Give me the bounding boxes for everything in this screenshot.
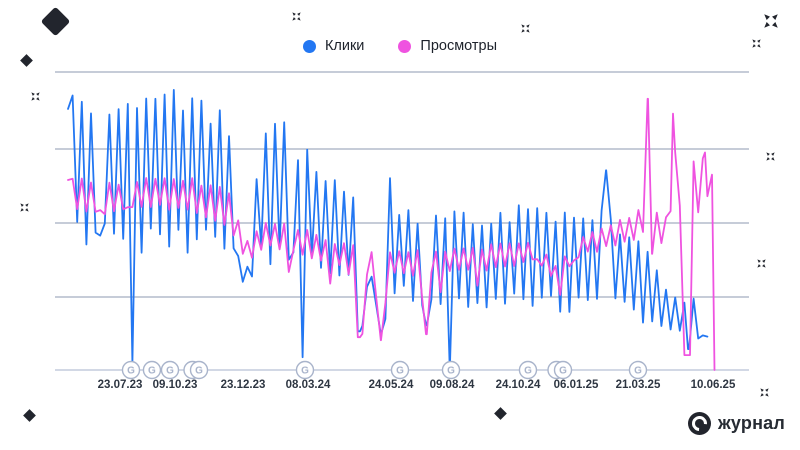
google-update-marker[interactable] xyxy=(142,360,162,380)
clicks-series-dot-icon xyxy=(302,39,316,53)
legend-item-clicks[interactable]: Клики xyxy=(302,38,365,54)
google-g-icon: G xyxy=(634,366,642,377)
x-axis-label: 09.08.24 xyxy=(429,379,475,391)
google-update-marker[interactable] xyxy=(295,360,315,380)
x-axis-label: 24.05.24 xyxy=(368,379,414,391)
google-g-icon: G xyxy=(301,366,309,377)
google-update-marker[interactable] xyxy=(553,360,573,380)
compress-arrows-icon xyxy=(30,91,41,102)
compress-arrows-icon xyxy=(759,387,770,398)
google-g-icon: G xyxy=(127,366,135,377)
google-g-icon: G xyxy=(195,366,203,377)
x-axis-label: 08.03.24 xyxy=(285,379,331,391)
x-axis-label: 09.10.23 xyxy=(152,379,198,391)
x-axis-label: 24.10.24 xyxy=(495,379,541,391)
chart-legend: Клики Просмотры xyxy=(0,38,800,54)
google-update-marker[interactable] xyxy=(189,360,209,380)
x-axis-label: 21.03.25 xyxy=(615,379,661,391)
views-series-dot-icon xyxy=(398,39,412,53)
compress-arrows-icon xyxy=(756,258,767,269)
compress-arrows-icon xyxy=(520,23,531,34)
legend-label: Клики xyxy=(324,38,365,54)
legend-label: Просмотры xyxy=(420,38,498,54)
compress-arrows-icon xyxy=(751,38,762,49)
google-update-marker[interactable] xyxy=(628,360,648,380)
google-g-icon: G xyxy=(559,366,567,377)
brand-name: журнал xyxy=(717,413,785,433)
google-g-icon: G xyxy=(396,366,404,377)
compress-arrows-icon xyxy=(19,202,30,213)
x-axis-label: 23.12.23 xyxy=(220,379,266,391)
compress-arrows-icon xyxy=(762,12,780,30)
journal-brand: журнал xyxy=(687,412,785,435)
google-g-icon: G xyxy=(447,366,455,377)
google-g-icon: G xyxy=(524,366,532,377)
journal-logo-icon xyxy=(687,412,711,435)
google-update-marker[interactable] xyxy=(160,360,180,380)
google-update-marker[interactable] xyxy=(390,360,410,380)
x-axis-label: 23.07.23 xyxy=(97,379,143,391)
x-axis-label: 10.06.25 xyxy=(690,379,736,391)
x-axis-label: 06.01.25 xyxy=(553,379,599,391)
series-line-Клики xyxy=(67,89,709,372)
x-axis: 23.07.23 09.10.23 23.12.23 08.03.24 24.05.24… xyxy=(0,379,800,395)
google-update-marker[interactable] xyxy=(518,360,538,380)
compress-arrows-icon xyxy=(291,11,302,22)
google-update-marker[interactable] xyxy=(121,360,141,380)
series-line-Просмотры xyxy=(67,97,716,371)
google-g-icon: G xyxy=(166,366,174,377)
legend-item-views[interactable]: Просмотры xyxy=(398,38,497,54)
google-g-icon: G xyxy=(148,366,156,377)
google-update-marker[interactable] xyxy=(441,360,461,380)
compress-arrows-icon xyxy=(765,151,776,162)
